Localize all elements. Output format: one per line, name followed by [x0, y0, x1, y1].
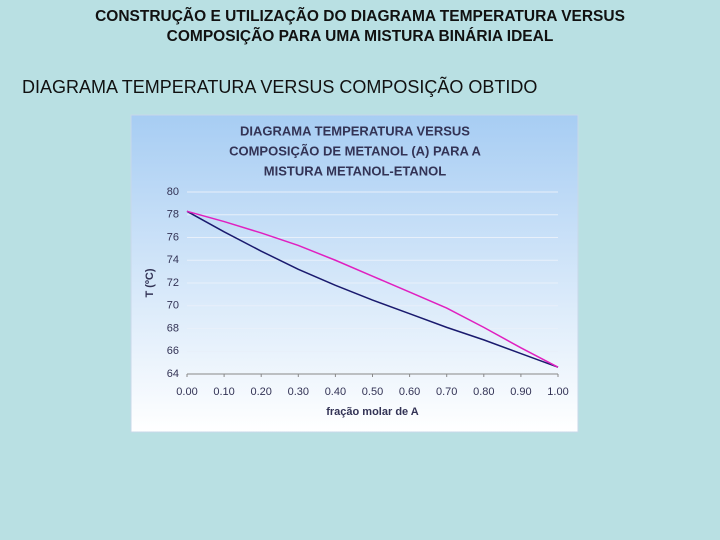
chart-title: MISTURA METANOL-ETANOL — [264, 163, 447, 178]
series-line — [186, 210, 559, 368]
y-tick-label: 76 — [167, 231, 179, 243]
x-axis-label: fração molar de A — [326, 406, 419, 418]
x-tick-label: 0.70 — [436, 386, 457, 398]
y-axis-label: T (ºC) — [144, 268, 156, 297]
x-tick-label: 0.40 — [325, 386, 346, 398]
x-tick-label: 0.00 — [176, 386, 197, 398]
x-tick-label: 0.50 — [362, 386, 383, 398]
slide-subtitle: DIAGRAMA TEMPERATURA VERSUS COMPOSIÇÃO O… — [22, 77, 538, 97]
x-tick-label: 0.20 — [250, 386, 271, 398]
x-tick-label: 0.30 — [288, 386, 309, 398]
x-tick-label: 0.90 — [510, 386, 531, 398]
x-tick-label: 1.00 — [547, 386, 568, 398]
y-tick-label: 78 — [167, 209, 179, 221]
slide-title: CONSTRUÇÃO E UTILIZAÇÃO DO DIAGRAMA TEMP… — [95, 8, 625, 25]
y-tick-label: 64 — [167, 368, 179, 380]
x-tick-label: 0.80 — [473, 386, 494, 398]
x-tick-label: 0.60 — [399, 386, 420, 398]
chart-title: COMPOSIÇÃO DE METANOL (A) PARA A — [229, 143, 481, 158]
chart-title: DIAGRAMA TEMPERATURA VERSUS — [240, 123, 470, 138]
x-tick-label: 0.10 — [213, 386, 234, 398]
y-tick-label: 80 — [167, 186, 179, 198]
y-tick-label: 72 — [167, 277, 179, 289]
chart-background — [130, 114, 579, 433]
y-tick-label: 68 — [167, 322, 179, 334]
series-line — [186, 210, 559, 368]
y-tick-label: 66 — [167, 345, 179, 357]
y-tick-label: 74 — [167, 254, 179, 266]
y-tick-label: 70 — [167, 300, 179, 312]
slide-title: COMPOSIÇÃO PARA UMA MISTURA BINÁRIA IDEA… — [166, 28, 554, 45]
